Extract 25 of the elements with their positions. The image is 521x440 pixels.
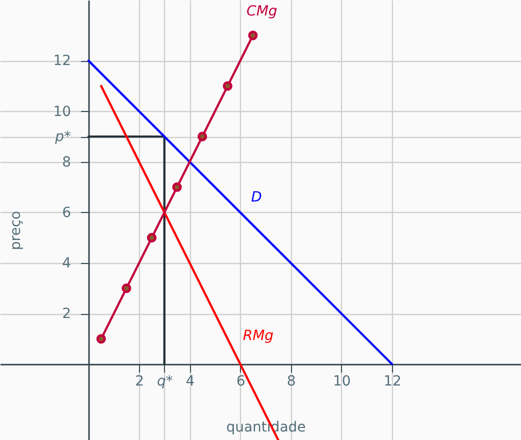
- y-tick-label: 12: [53, 53, 72, 70]
- y-tick-label: 6: [62, 204, 72, 221]
- y-tick-label: 8: [62, 154, 72, 170]
- point: [122, 283, 132, 294]
- y-tick-label: 2: [62, 306, 72, 322]
- series-label: CMg: [246, 3, 278, 20]
- x-tick-label: 4: [186, 374, 195, 390]
- series-label: RMg: [242, 328, 274, 344]
- point: [96, 334, 106, 344]
- point: [146, 232, 157, 242]
- point: [172, 182, 182, 192]
- x-tick-label: 8: [286, 374, 296, 390]
- point: [248, 30, 258, 40]
- point: [222, 81, 232, 91]
- x-tick-label: 2: [135, 374, 144, 390]
- x-tick-label: 6: [236, 374, 246, 390]
- y-tick-label: 10: [53, 104, 72, 120]
- y-tick-label: p*: [54, 129, 72, 146]
- x-tick-label: 12: [384, 374, 402, 390]
- series-label: D: [251, 190, 262, 206]
- x-tick-label: q*: [156, 374, 173, 390]
- point: [198, 132, 208, 142]
- y-tick-label: 4: [62, 255, 72, 272]
- y-axis-title: preço: [8, 210, 24, 250]
- x-tick-label: 10: [333, 374, 351, 390]
